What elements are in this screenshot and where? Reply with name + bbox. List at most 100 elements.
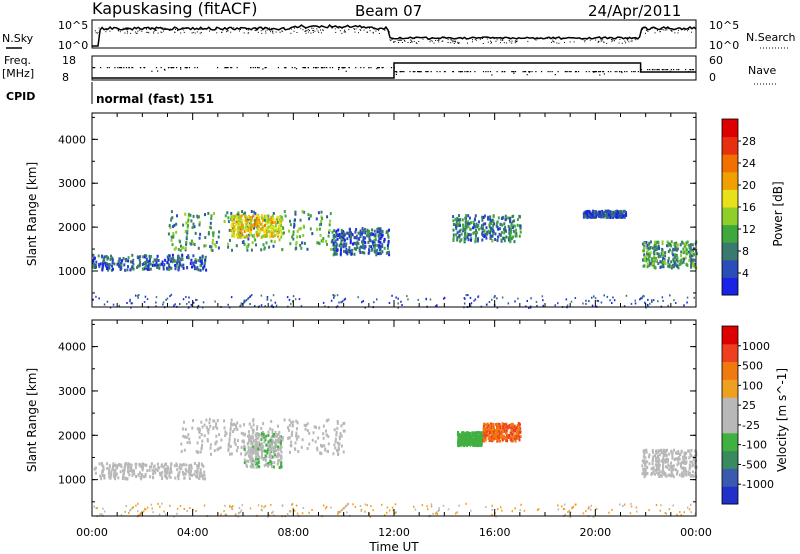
echo-cell — [671, 249, 674, 253]
echo-cell — [574, 297, 577, 299]
echo-cell — [298, 235, 301, 239]
echo-cell — [196, 464, 199, 468]
echo-cell — [299, 226, 302, 230]
echo-cell — [189, 262, 192, 265]
y-tick-label: 4000 — [58, 133, 86, 146]
echo-cell — [141, 510, 143, 513]
echo-cell — [330, 506, 332, 509]
echo-cell — [688, 259, 691, 262]
echo-cell — [506, 426, 509, 430]
nsearch-dot — [450, 38, 452, 40]
echo-cell — [186, 226, 189, 229]
echo-cell — [272, 234, 275, 238]
echo-cell — [483, 229, 486, 233]
echo-cell — [94, 263, 97, 267]
echo-cell — [662, 463, 665, 467]
echo-cell — [381, 244, 384, 248]
echo-cell — [156, 468, 159, 472]
nsearch-dot — [584, 40, 586, 41]
echo-cell — [276, 440, 279, 444]
echo-cell — [359, 251, 362, 254]
echo-cell — [679, 453, 682, 457]
nsearch-dot — [575, 37, 577, 39]
echo-cell — [664, 512, 667, 514]
nsearch-dot — [125, 29, 127, 30]
echo-cell — [644, 463, 647, 467]
echo-cell — [645, 466, 648, 470]
nsearch-dot — [451, 39, 453, 41]
echo-cell — [333, 250, 336, 254]
echo-cell — [184, 472, 186, 476]
echo-cell — [327, 234, 330, 238]
nave-dot — [673, 69, 675, 71]
echo-cell — [414, 508, 417, 511]
echo-cell — [329, 219, 332, 223]
echo-cell — [177, 267, 180, 271]
echo-cell — [511, 220, 514, 224]
echo-cell — [512, 428, 515, 432]
echo-cell — [271, 512, 273, 515]
echo-cell — [463, 235, 466, 239]
echo-cell — [483, 429, 486, 433]
nsearch-dot — [479, 37, 481, 39]
echo-cell — [316, 227, 319, 231]
nsearch-dot — [514, 42, 516, 44]
echo-cell — [692, 457, 695, 461]
echo-cell — [259, 227, 262, 231]
nsearch-dot — [372, 31, 374, 33]
echo-cell — [642, 449, 645, 453]
echo-cell — [241, 241, 244, 244]
nsearch-dot — [282, 30, 284, 32]
echo-cell — [386, 246, 389, 250]
echo-cell — [630, 505, 633, 508]
nsearch-dot — [491, 41, 492, 43]
echo-cell — [378, 230, 381, 234]
echo-cell — [500, 217, 503, 221]
echo-cell — [672, 253, 675, 257]
echo-cell — [275, 438, 277, 442]
echo-cell — [267, 515, 269, 518]
echo-cell — [316, 241, 318, 245]
echo-cell — [188, 473, 191, 477]
echo-cell — [645, 257, 648, 261]
echo-cell — [275, 455, 278, 458]
echo-cell — [636, 510, 638, 513]
echo-cell — [108, 468, 111, 472]
echo-cell — [334, 446, 337, 450]
echo-cell — [669, 242, 672, 246]
echo-cell — [247, 228, 249, 232]
echo-cell — [655, 450, 657, 453]
nave-dot — [368, 67, 370, 69]
echo-cell — [330, 299, 333, 302]
nsearch-dot — [275, 31, 277, 33]
echo-cell — [495, 423, 498, 426]
nave-dot — [657, 69, 659, 71]
echo-cell — [256, 232, 258, 236]
echo-cell — [599, 215, 602, 219]
echo-cell — [644, 255, 647, 259]
echo-cell — [280, 232, 283, 236]
echo-cell — [474, 240, 477, 244]
echo-cell — [295, 242, 298, 246]
echo-cell — [358, 237, 361, 241]
echo-cell — [496, 238, 499, 242]
echo-cell — [152, 476, 154, 480]
echo-cell — [658, 247, 661, 251]
echo-cell — [271, 214, 274, 218]
echo-cell — [236, 446, 239, 449]
echo-cell — [683, 451, 686, 455]
echo-cell — [269, 231, 272, 235]
echo-cell — [465, 294, 467, 297]
echo-cell — [455, 227, 458, 231]
echo-cell — [269, 439, 272, 443]
nsearch-dot — [180, 32, 182, 34]
nsearch-dot — [248, 32, 250, 34]
echo-cell — [214, 425, 217, 429]
echo-cell — [690, 250, 693, 254]
echo-cell — [362, 246, 365, 250]
echo-cell — [348, 232, 351, 236]
echo-cell — [276, 438, 279, 442]
echo-cell — [264, 224, 266, 228]
nsearch-dot — [589, 39, 591, 41]
echo-cell — [210, 214, 213, 218]
